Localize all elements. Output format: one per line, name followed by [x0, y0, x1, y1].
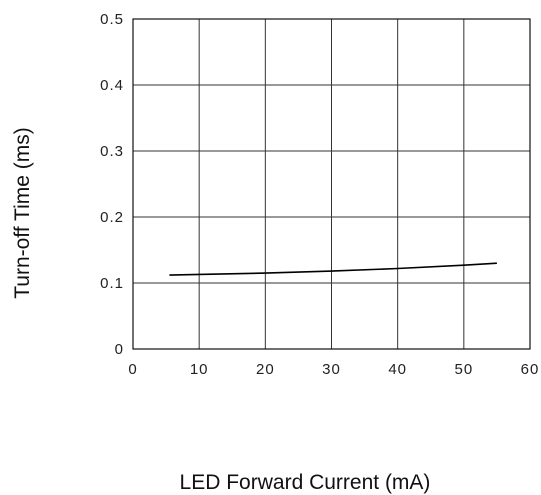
plot-frame	[132, 18, 531, 350]
x-tick-label: 40	[388, 361, 407, 378]
x-tick-label: 30	[322, 361, 341, 378]
y-tick-label: 0.5	[100, 11, 124, 28]
series-layer	[169, 262, 497, 276]
x-tick-label: 10	[190, 361, 209, 378]
y-tick-label: 0.2	[100, 209, 124, 226]
y-tick-label: 0.1	[100, 275, 124, 292]
tick-labels: 0 10 20 30 40 50 60 0 0.1 0.2 0.3 0.4 0.5	[100, 11, 540, 378]
x-tick-label: 60	[521, 361, 540, 378]
x-tick-label: 0	[128, 361, 137, 378]
x-axis-title: LED Forward Current (mA)	[180, 471, 431, 494]
x-tick-label: 20	[256, 361, 275, 378]
y-tick-label: 0.4	[100, 77, 124, 94]
y-tick-label: 0.3	[100, 143, 124, 160]
x-tick-label: 50	[454, 361, 473, 378]
y-axis-title: Turn-off Time (ms)	[11, 127, 34, 299]
y-tick-label: 0	[115, 341, 124, 358]
grid	[132, 18, 531, 350]
data-line	[169, 262, 497, 276]
